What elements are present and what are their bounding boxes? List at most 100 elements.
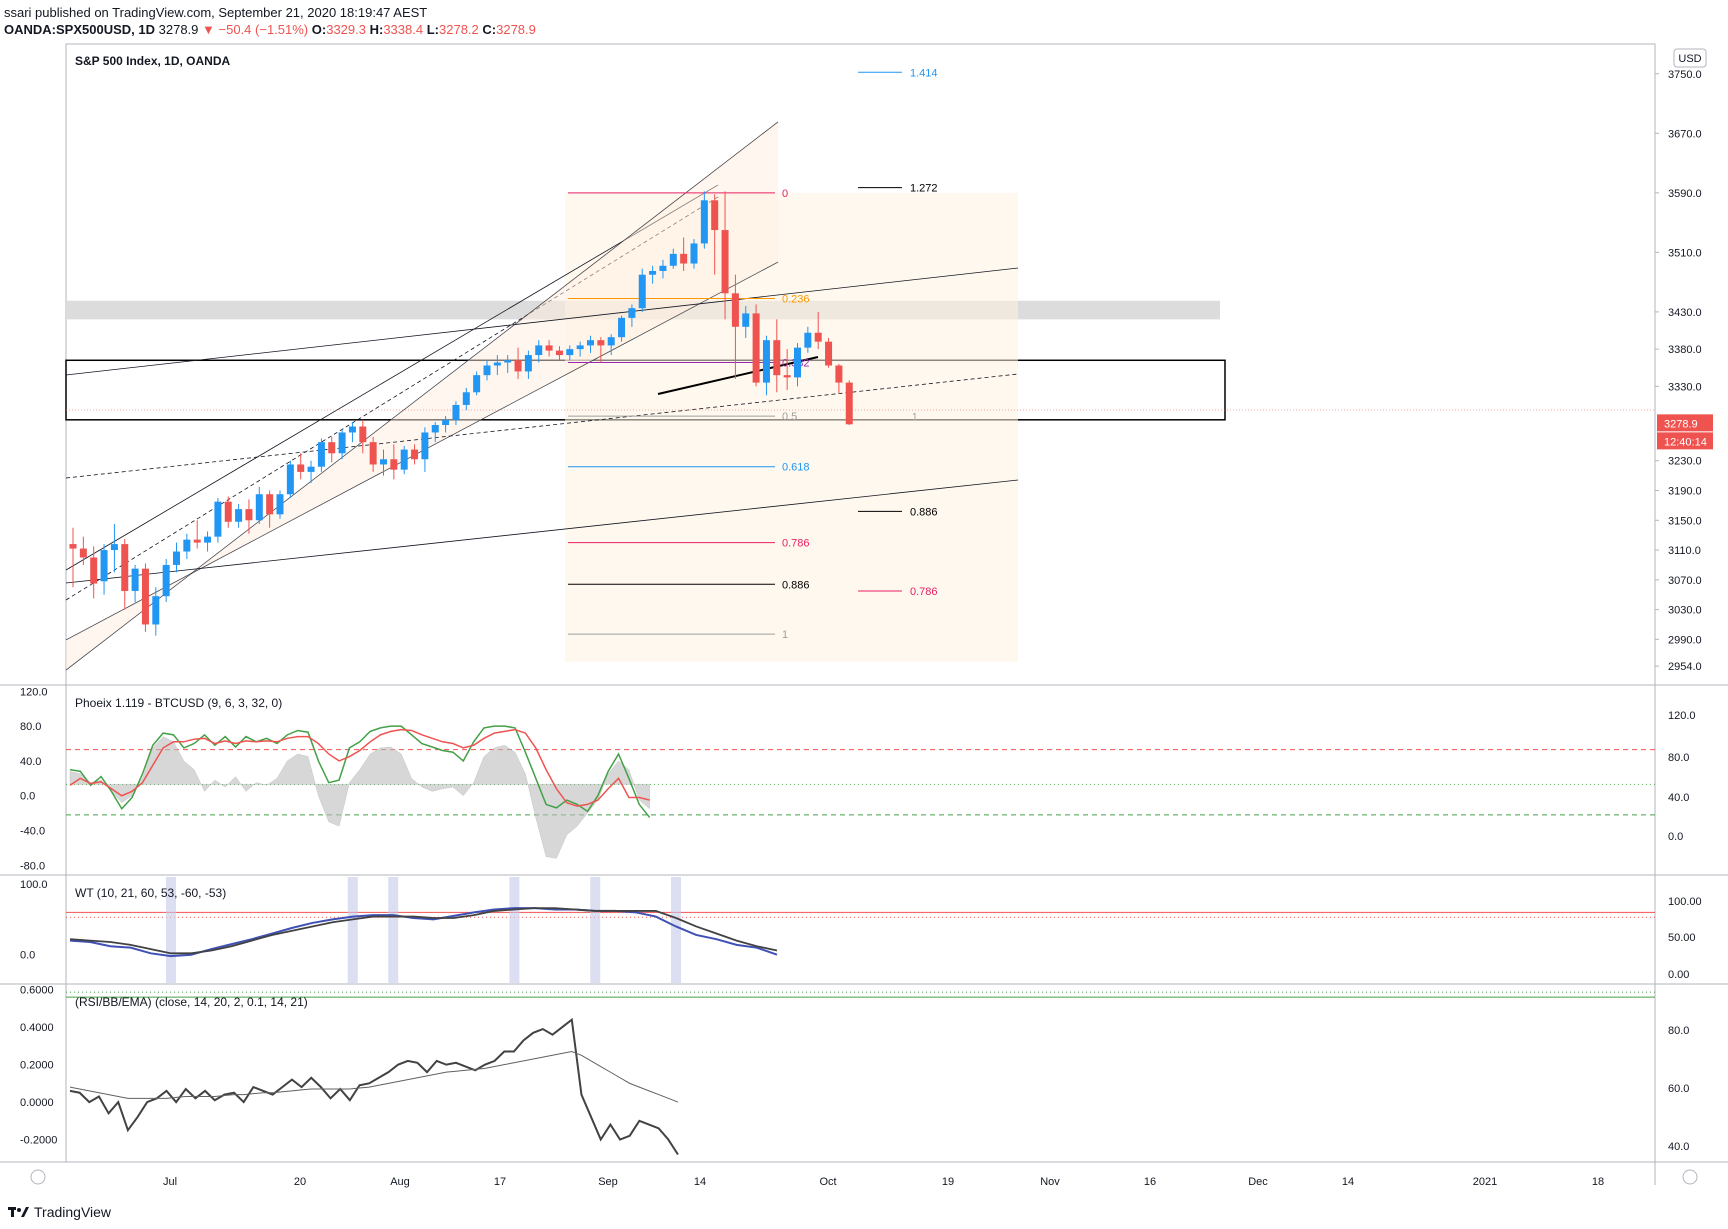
fib-level-label: 0.786 [782,538,810,550]
candle-body [338,432,346,454]
main-chart-title: S&P 500 Index, 1D, OANDA [75,54,230,68]
flag-trendline [657,356,819,395]
candle-body [276,494,284,515]
indicator-series-line [69,725,651,818]
candle-body [597,340,605,346]
fib-extension-label: 1 [912,412,918,423]
candle-body [669,253,677,266]
indicator-right-tick: 80.0 [1668,1025,1689,1037]
wt-cross-highlight [590,877,601,983]
phoenix-histogram [69,736,650,859]
indicator-series-line [69,907,778,958]
wedge-lower-line [65,479,1019,584]
time-axis-label: 14 [1342,1176,1354,1188]
candle-body [659,265,667,271]
time-axis-label: Nov [1040,1176,1060,1188]
wt-cross-highlight [509,877,520,983]
indicator-right-tick: 80.0 [1668,752,1689,764]
candle-body [431,425,439,433]
wt-cross-highlight [166,877,176,983]
candle-body [835,365,843,383]
candle-body [576,345,584,350]
candle-body [224,501,232,522]
time-axis-label: 14 [694,1176,706,1188]
wt-cross-highlight [347,877,358,983]
candle-body [721,230,729,294]
candle-body [307,466,315,472]
zoom-icon [30,1169,46,1185]
indicator-left-tick: 120.0 [20,686,48,698]
wt-cross-highlight [671,877,681,983]
open-label: O: [311,22,327,37]
tradingview-brand: TradingView [8,1204,111,1220]
channel-fill [66,122,778,670]
candle-body [545,345,553,351]
candle-body [680,253,688,264]
indicator-title: WT (10, 21, 60, 53, -60, -53) [75,886,226,900]
indicator-left-tick: -0.2000 [20,1135,57,1147]
candle-body [141,568,149,625]
candle-body [700,200,708,244]
indicator-left-tick: 80.0 [20,721,41,733]
candle-body [100,550,108,582]
indicator-left-tick: 0.4000 [20,1022,54,1034]
low-label: L: [426,22,439,37]
candle-body [69,544,77,549]
candle-body [628,308,636,318]
candle-body [825,341,833,366]
candle-body [555,350,563,356]
candle-body [514,360,522,372]
fib-level-label: 1 [782,629,788,641]
indicator-series-line [69,728,650,807]
indicator-series-line [69,1017,679,1156]
candle-body [173,551,180,565]
time-axis-label: 20 [294,1176,306,1188]
indicator-left-tick: -40.0 [20,826,45,838]
time-axis-label: Sep [598,1176,618,1188]
fib-level-label: 0.886 [782,579,810,591]
indicator-left-tick: 0.0 [20,950,35,962]
candle-body [235,509,243,522]
fib-extension-label: 1.272 [910,183,938,195]
fib-extension-label: 1.414 [910,67,938,79]
time-axis-label: 19 [942,1176,954,1188]
high-label: H: [369,22,384,37]
indicator-left-tick: 0.0 [20,791,35,803]
candle-body [638,274,646,309]
close-label: C: [482,22,497,37]
candle-body [504,360,512,363]
time-axis-label: 18 [1592,1176,1604,1188]
candle-body [452,404,460,420]
candle-body [359,426,367,443]
fib-level-label: 0.5 [782,411,797,423]
candle-body [214,501,222,537]
candle-body [380,459,387,465]
price-tick-label: 3380.0 [1668,344,1702,356]
wedge-upper-line [65,267,1019,376]
candle-body [773,340,781,376]
price-tick-label: 3070.0 [1668,575,1702,587]
tradingview-logo-icon [8,1205,30,1219]
indicator-series-line [69,907,778,955]
candle-body [731,293,739,327]
publish-line: ssari published on TradingView.com, Sept… [4,5,428,20]
candle-body [255,494,263,521]
low-value: 3278.2 [439,22,479,37]
price-tick-label: 3670.0 [1668,128,1702,140]
candle-body [535,345,543,356]
candle-body [204,536,212,543]
indicator-right-tick: 40.0 [1668,1141,1689,1153]
indicator-series-line [69,1051,679,1103]
indicator-left-tick: 100.0 [20,879,48,891]
price-tick-label: 3510.0 [1668,247,1702,259]
time-axis-label: 16 [1144,1176,1156,1188]
close-value: 3278.9 [496,22,536,37]
candle-body [752,313,760,383]
indicator-right-tick: 60.0 [1668,1083,1689,1095]
candle-body [79,548,87,558]
fib-level-label: 0 [782,188,788,200]
candle-body [121,544,129,591]
candle-body [566,349,574,356]
wedge-median-dashed [65,373,1019,479]
